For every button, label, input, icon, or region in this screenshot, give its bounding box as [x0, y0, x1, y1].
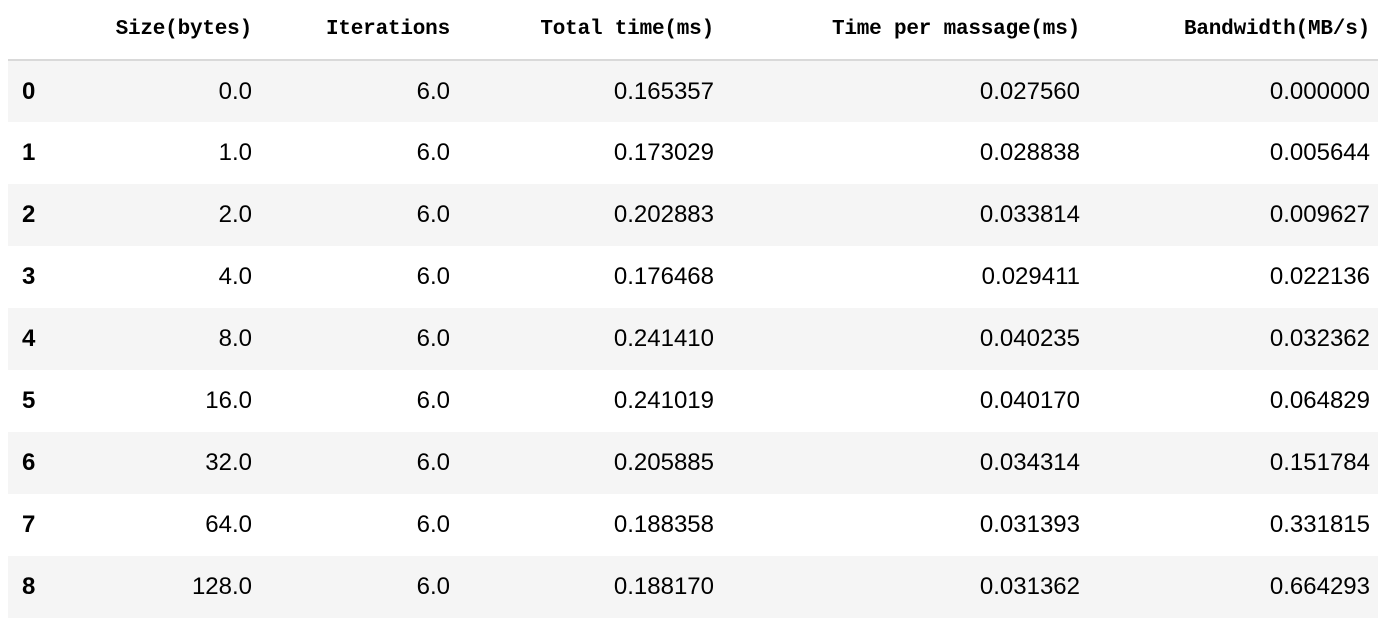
row-index: 8: [22, 573, 36, 600]
row-index: 4: [22, 325, 36, 352]
table-row: 2 2.0 6.0 0.202883 0.033814 0.009627: [8, 184, 1378, 246]
cell-bandwidth: 0.032362: [1269, 325, 1370, 352]
cell-iterations: 6.0: [416, 449, 450, 476]
cell-time-per-message: 0.040170: [979, 387, 1080, 414]
cell-total-time: 0.188358: [613, 511, 714, 538]
table-row: 3 4.0 6.0 0.176468 0.029411 0.022136: [8, 246, 1378, 308]
row-index: 2: [22, 201, 36, 228]
cell-iterations: 6.0: [416, 201, 450, 228]
cell-total-time: 0.205885: [613, 449, 714, 476]
table-row: 7 64.0 6.0 0.188358 0.031393 0.331815: [8, 494, 1378, 556]
row-index: 5: [22, 387, 36, 414]
column-header-bandwidth: Bandwidth(MB/s): [1183, 18, 1370, 41]
cell-bandwidth: 0.009627: [1269, 201, 1370, 228]
row-index: 7: [22, 511, 36, 538]
column-header-iterations: Iterations: [325, 18, 450, 41]
column-header-time-per-message: Time per massage(ms): [831, 18, 1080, 41]
cell-total-time: 0.176468: [613, 263, 714, 290]
cell-size: 8.0: [218, 325, 252, 352]
cell-bandwidth: 0.000000: [1269, 77, 1370, 105]
cell-iterations: 6.0: [416, 77, 450, 105]
cell-total-time: 0.188170: [613, 573, 714, 600]
cell-size: 0.0: [218, 77, 252, 105]
cell-time-per-message: 0.031362: [979, 573, 1080, 600]
cell-total-time: 0.241410: [613, 325, 714, 352]
dataframe-output: Size(bytes) Iterations Total time(ms) Ti…: [8, 0, 1378, 618]
cell-iterations: 6.0: [416, 263, 450, 290]
cell-bandwidth: 0.005644: [1269, 139, 1370, 166]
cell-iterations: 6.0: [416, 511, 450, 538]
cell-size: 16.0: [205, 387, 252, 414]
cell-iterations: 6.0: [416, 573, 450, 600]
dataframe-table: Size(bytes) Iterations Total time(ms) Ti…: [8, 0, 1378, 618]
cell-time-per-message: 0.029411: [981, 263, 1080, 290]
cell-iterations: 6.0: [416, 387, 450, 414]
index-header: [8, 0, 46, 60]
row-index: 6: [22, 449, 36, 476]
cell-total-time: 0.173029: [613, 139, 714, 166]
cell-time-per-message: 0.031393: [979, 511, 1080, 538]
table-row: 6 32.0 6.0 0.205885 0.034314 0.151784: [8, 432, 1378, 494]
column-header-size: Size(bytes): [115, 18, 253, 41]
cell-bandwidth: 0.151784: [1269, 449, 1370, 476]
cell-time-per-message: 0.040235: [979, 325, 1080, 352]
table-row: 1 1.0 6.0 0.173029 0.028838 0.005644: [8, 122, 1378, 184]
cell-size: 128.0: [191, 573, 252, 600]
cell-total-time: 0.241019: [613, 387, 714, 414]
cell-total-time: 0.165357: [613, 77, 714, 105]
cell-iterations: 6.0: [416, 325, 450, 352]
cell-bandwidth: 0.064829: [1269, 387, 1370, 414]
table-row: 0 0.0 6.0 0.165357 0.027560 0.000000: [8, 60, 1378, 122]
cell-total-time: 0.202883: [613, 201, 714, 228]
table-row: 4 8.0 6.0 0.241410 0.040235 0.032362: [8, 308, 1378, 370]
cell-size: 2.0: [218, 201, 252, 228]
cell-time-per-message: 0.027560: [979, 77, 1080, 105]
cell-size: 32.0: [205, 449, 252, 476]
table-header: Size(bytes) Iterations Total time(ms) Ti…: [8, 0, 1378, 60]
table-body: 0 0.0 6.0 0.165357 0.027560 0.000000 1 1…: [8, 60, 1378, 618]
column-header-total-time: Total time(ms): [540, 18, 714, 41]
cell-size: 4.0: [218, 263, 252, 290]
table-row: 5 16.0 6.0 0.241019 0.040170 0.064829: [8, 370, 1378, 432]
cell-size: 1.0: [218, 139, 252, 166]
cell-size: 64.0: [205, 511, 252, 538]
cell-iterations: 6.0: [416, 139, 450, 166]
cell-bandwidth: 0.331815: [1269, 511, 1370, 538]
header-row: Size(bytes) Iterations Total time(ms) Ti…: [8, 0, 1378, 60]
table-row: 8 128.0 6.0 0.188170 0.031362 0.664293: [8, 556, 1378, 618]
row-index: 1: [22, 139, 36, 166]
cell-time-per-message: 0.033814: [979, 201, 1080, 228]
row-index: 3: [22, 263, 36, 290]
cell-bandwidth: 0.022136: [1269, 263, 1370, 290]
cell-time-per-message: 0.028838: [979, 139, 1080, 166]
cell-time-per-message: 0.034314: [979, 449, 1080, 476]
row-index: 0: [22, 77, 36, 105]
cell-bandwidth: 0.664293: [1269, 573, 1370, 600]
